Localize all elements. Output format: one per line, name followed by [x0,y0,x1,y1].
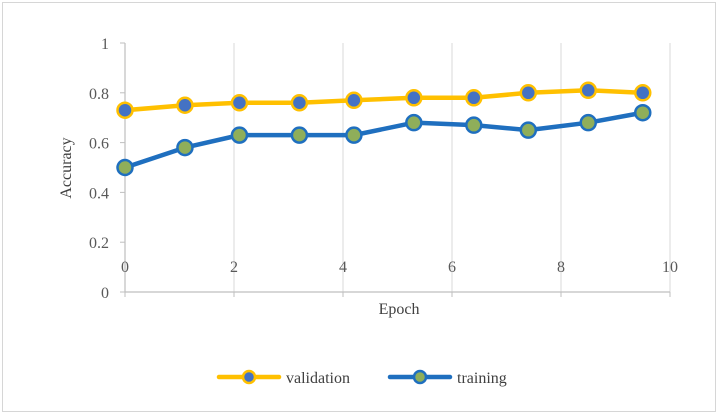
training-point [405,113,423,132]
legend: validation training [216,369,507,387]
training-point [230,126,249,144]
training-point [579,113,597,132]
y-axis-label: Accuracy [58,137,75,198]
validation-point [519,84,538,102]
y-tick-label: 0.4 [89,185,109,202]
x-tick-label: 6 [448,259,456,276]
axes [120,42,671,297]
gridlines [124,43,671,292]
chart-frame [2,2,716,412]
x-tick-label: 2 [230,259,238,276]
x-tick-label: 0 [121,259,129,276]
legend-validation-marker [241,369,257,385]
series-layer [116,81,652,177]
validation-point [405,89,423,107]
training-point [116,158,134,177]
training-point [290,126,309,144]
tick-labels: 00.20.40.60.810 2 4 6 8 10 [89,36,678,302]
validation-point [634,84,652,102]
validation-point [345,91,363,110]
y-tick-label: 0.8 [89,86,109,103]
validation-point [579,81,597,100]
training-point [465,116,483,134]
y-tick-label: 0.6 [89,136,109,153]
y-tick-label: 0.2 [89,235,109,252]
training-point [519,121,538,139]
y-tick-label: 1 [101,36,109,53]
validation-point [116,101,134,119]
validation-line [122,88,645,113]
legend-training-label: training [457,370,507,387]
legend-training-marker [412,369,428,385]
x-tick-label: 8 [557,259,565,276]
training-point [345,126,363,144]
validation-point [176,96,194,114]
y-tick-label: 0 [101,285,109,302]
validation-point [465,89,483,107]
x-tick-label: 10 [662,259,678,276]
validation-point [290,94,309,112]
legend-validation-label: validation [286,370,350,387]
training-point [634,103,652,122]
training-line [122,110,645,170]
training-point [176,138,194,157]
validation-point [230,94,249,112]
x-tick-label: 4 [339,259,347,276]
x-axis-label: Epoch [379,301,420,318]
